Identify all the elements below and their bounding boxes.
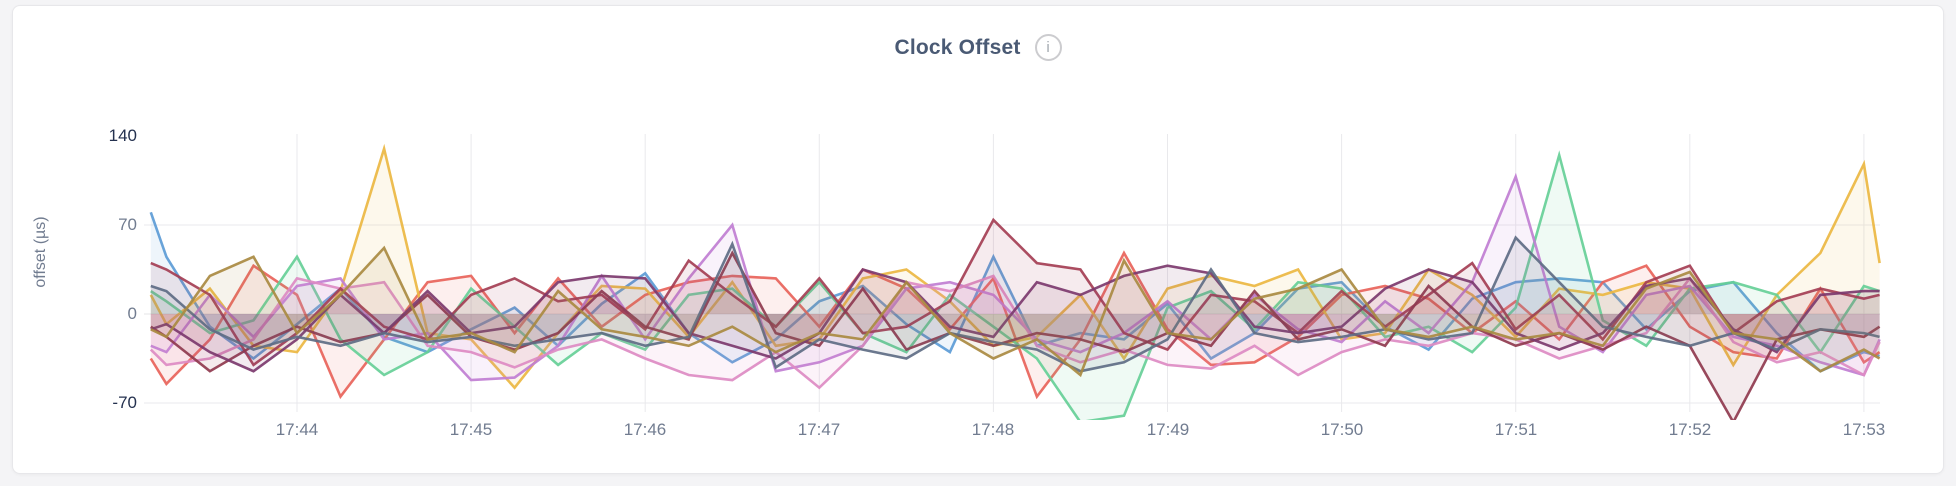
series-8-line [150, 250, 1881, 420]
series-9-area [150, 265, 1880, 372]
info-icon[interactable]: i [1034, 34, 1062, 61]
y-tick-label: -70 [112, 393, 137, 412]
chart-header: Clock Offset i [13, 34, 1943, 61]
series-5-area [150, 176, 1880, 381]
series-4-area [150, 155, 1880, 420]
series-lines [149, 143, 1881, 420]
clock-offset-chart-card: Clock Offset i offset (µs) 140 70 0 -70 17:4… [12, 5, 1944, 474]
x-tick-label: 17:45 [449, 420, 493, 439]
x-tick-label: 17:49 [1146, 420, 1190, 439]
clock-offset-graph[interactable] [13, 6, 1945, 475]
y-tick-label: 0 [127, 304, 137, 323]
x-tick-label: 17:52 [1668, 420, 1712, 439]
x-tick-label: 17:48 [971, 420, 1015, 439]
x-tick-label: 17:50 [1320, 420, 1364, 439]
y-tick-label: 70 [118, 215, 137, 234]
series-11-line [150, 245, 1881, 378]
series-2-area [150, 253, 1880, 397]
series-2-line [149, 250, 1881, 400]
x-tick-label: 17:46 [623, 420, 667, 439]
series-7-area [150, 219, 1880, 365]
series-7-line [150, 217, 1880, 367]
series-8-area [150, 253, 1880, 420]
x-tick-label: 17:47 [797, 420, 841, 439]
series-1-area [150, 212, 1880, 372]
x-tick-label: 17:44 [275, 420, 319, 439]
series-6-area [150, 275, 1880, 388]
series-1-line [149, 211, 1880, 373]
x-tick-label: 17:51 [1494, 420, 1538, 439]
chart-title: Clock Offset [894, 35, 1021, 59]
series-10-line [150, 235, 1880, 373]
series-9-line [150, 264, 1880, 373]
y-tick-label: 140 [108, 126, 137, 145]
x-tick-label: 17:53 [1842, 420, 1886, 439]
